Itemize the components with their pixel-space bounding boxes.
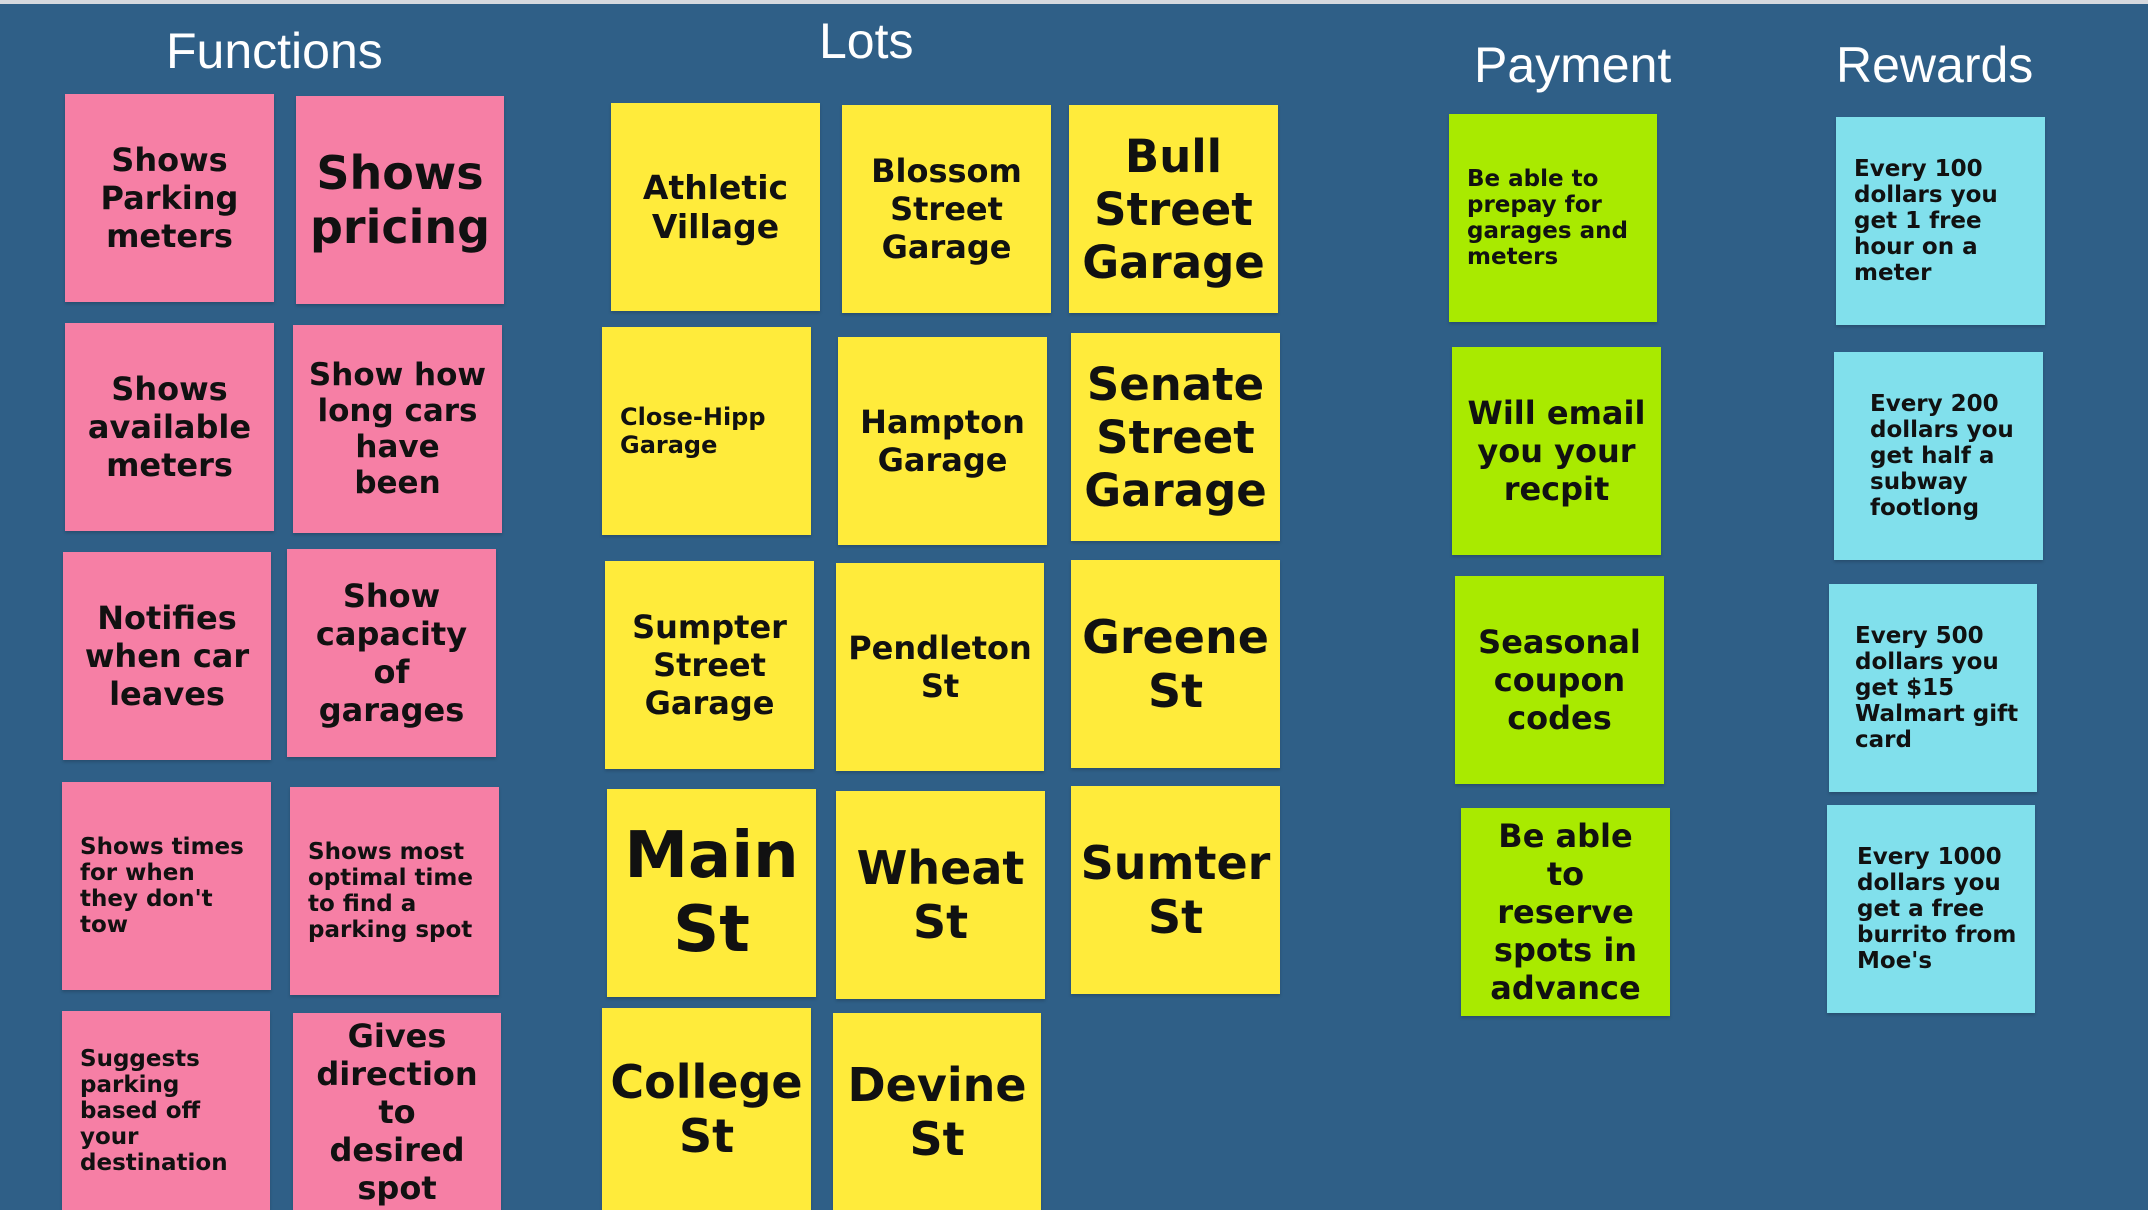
note-text: Every 100 dollars you get 1 free hour on… xyxy=(1854,156,1998,286)
function-note[interactable]: Notifies when car leaves xyxy=(63,552,271,760)
top-border xyxy=(0,0,2148,4)
payment-note[interactable]: Be able to prepay for garages and meters xyxy=(1449,114,1657,322)
heading-lots: Lots xyxy=(819,13,914,69)
note-text: Bull Street Garage xyxy=(1082,129,1265,289)
note-text: Sumter St xyxy=(1080,836,1271,944)
note-text: Show how long cars have been xyxy=(308,357,487,501)
function-note[interactable]: Shows most optimal time to find a parkin… xyxy=(290,787,499,995)
note-text: Close-Hipp Garage xyxy=(620,403,766,459)
note-text: Shows times for when they don't tow xyxy=(80,834,244,938)
function-note[interactable]: Shows available meters xyxy=(65,323,274,531)
note-text: Seasonal coupon codes xyxy=(1478,623,1641,737)
lot-note[interactable]: College St xyxy=(602,1008,811,1210)
note-text: Blossom Street Garage xyxy=(871,152,1022,266)
lot-note[interactable]: Hampton Garage xyxy=(838,337,1047,545)
note-text: Pendleton St xyxy=(848,629,1032,705)
reward-note[interactable]: Every 100 dollars you get 1 free hour on… xyxy=(1836,117,2045,325)
note-text: College St xyxy=(610,1055,803,1163)
note-text: Show capacity of garages xyxy=(315,577,468,729)
note-text: Main St xyxy=(624,819,799,967)
note-text: Hampton Garage xyxy=(860,403,1025,479)
note-text: Be able to reserve spots in advance xyxy=(1490,817,1641,1007)
lot-note[interactable]: Close-Hipp Garage xyxy=(602,327,811,535)
lot-note[interactable]: Main St xyxy=(607,789,816,997)
note-text: Shows pricing xyxy=(309,146,491,254)
lot-note[interactable]: Greene St xyxy=(1071,560,1280,768)
reward-note[interactable]: Every 1000 dollars you get a free burrit… xyxy=(1827,805,2035,1013)
function-note[interactable]: Shows times for when they don't tow xyxy=(62,782,271,990)
note-text: Notifies when car leaves xyxy=(84,599,250,713)
heading-functions: Functions xyxy=(166,23,383,79)
note-text: Wheat St xyxy=(856,841,1025,949)
payment-note[interactable]: Seasonal coupon codes xyxy=(1455,576,1664,784)
note-text: Every 200 dollars you get half a subway … xyxy=(1870,391,2014,521)
reward-note[interactable]: Every 500 dollars you get $15 Walmart gi… xyxy=(1829,584,2037,792)
function-note[interactable]: Show capacity of garages xyxy=(287,549,496,757)
note-text: Will email you your recpit xyxy=(1467,394,1646,508)
note-text: Sumpter Street Garage xyxy=(632,608,787,722)
lot-note[interactable]: Senate Street Garage xyxy=(1071,333,1280,541)
heading-payment: Payment xyxy=(1474,37,1672,93)
note-text: Athletic Village xyxy=(642,168,789,246)
lot-note[interactable]: Bull Street Garage xyxy=(1069,105,1278,313)
note-text: Be able to prepay for garages and meters xyxy=(1467,166,1628,270)
note-text: Suggests parking based off your destinat… xyxy=(80,1045,228,1176)
function-note[interactable]: Suggests parking based off your destinat… xyxy=(62,1011,270,1210)
note-text: Devine St xyxy=(847,1057,1027,1166)
note-text: Gives direction to desired spot xyxy=(316,1016,478,1207)
lot-note[interactable]: Pendleton St xyxy=(836,563,1044,771)
lot-note[interactable]: Blossom Street Garage xyxy=(842,105,1051,313)
lot-note[interactable]: Devine St xyxy=(833,1013,1041,1210)
lot-note[interactable]: Athletic Village xyxy=(611,103,820,311)
payment-note[interactable]: Will email you your recpit xyxy=(1452,347,1661,555)
payment-note[interactable]: Be able to reserve spots in advance xyxy=(1461,808,1670,1016)
note-text: Shows available meters xyxy=(87,370,252,484)
note-text: Every 500 dollars you get $15 Walmart gi… xyxy=(1855,623,2019,753)
reward-note[interactable]: Every 200 dollars you get half a subway … xyxy=(1834,352,2043,560)
note-text: Senate Street Garage xyxy=(1084,357,1267,517)
note-text: Greene St xyxy=(1082,610,1269,718)
function-note[interactable]: Show how long cars have been xyxy=(293,325,502,533)
function-note[interactable]: Gives direction to desired spot xyxy=(293,1013,501,1210)
note-text: Shows most optimal time to find a parkin… xyxy=(308,839,473,943)
lot-note[interactable]: Wheat St xyxy=(836,791,1045,999)
heading-rewards: Rewards xyxy=(1836,37,2034,93)
note-text: Every 1000 dollars you get a free burrit… xyxy=(1857,844,2017,974)
lot-note[interactable]: Sumpter Street Garage xyxy=(605,561,814,769)
function-note[interactable]: Shows pricing xyxy=(296,96,504,304)
function-note[interactable]: Shows Parking meters xyxy=(65,94,274,302)
note-text: Shows Parking meters xyxy=(100,141,239,255)
lot-note[interactable]: Sumter St xyxy=(1071,786,1280,994)
